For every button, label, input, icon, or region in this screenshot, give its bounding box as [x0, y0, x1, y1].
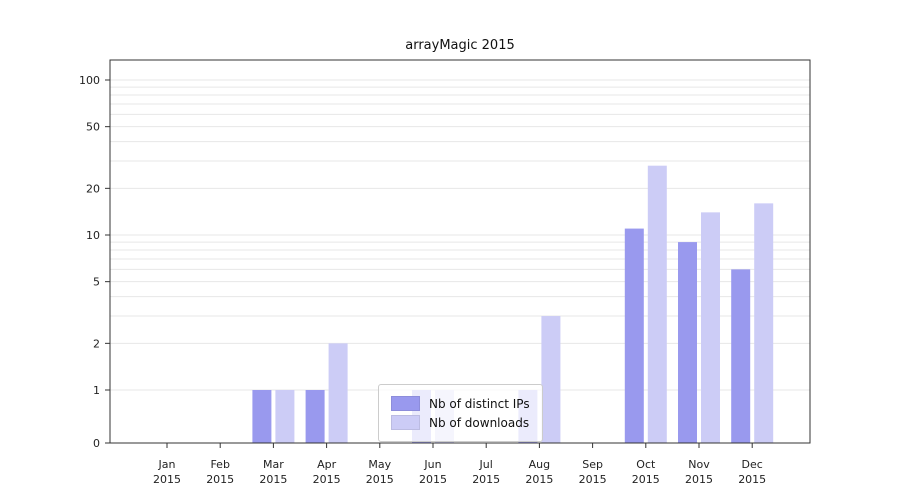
x-tick-label-month: May — [368, 458, 391, 471]
x-tick-label-month: Dec — [742, 458, 763, 471]
x-tick-label-year: 2015 — [579, 473, 607, 486]
bar-distinct-ips-mar — [252, 390, 272, 443]
legend-item-distinct-ips: Nb of distinct IPs — [391, 396, 530, 411]
x-tick-label-year: 2015 — [366, 473, 394, 486]
legend-item-downloads: Nb of downloads — [391, 415, 530, 430]
bar-downloads-oct — [647, 165, 667, 444]
x-tick-label-month: Nov — [688, 458, 710, 471]
legend-label-downloads: Nb of downloads — [429, 415, 530, 430]
y-tick-label: 20 — [86, 182, 100, 195]
bar-downloads-dec — [754, 203, 774, 443]
bar-distinct-ips-dec — [731, 269, 751, 443]
x-tick-label-month: Oct — [636, 458, 656, 471]
legend-swatch-distinct-ips — [391, 396, 420, 411]
chart-title: arrayMagic 2015 — [405, 38, 515, 53]
x-tick-label-year: 2015 — [738, 473, 766, 486]
x-tick-label-month: Mar — [263, 458, 284, 471]
x-tick-label-month: Jun — [423, 458, 441, 471]
y-tick-label: 2 — [93, 337, 100, 350]
x-tick-label-year: 2015 — [259, 473, 287, 486]
y-tick-label: 1 — [93, 384, 100, 397]
x-tick-label-month: Aug — [529, 458, 550, 471]
x-tick-label-month: Apr — [317, 458, 337, 471]
bar-distinct-ips-oct — [624, 228, 644, 443]
x-tick-label-year: 2015 — [419, 473, 447, 486]
y-tick-label: 50 — [86, 121, 100, 134]
bar-downloads-apr — [328, 343, 348, 443]
bar-downloads-aug — [541, 316, 561, 443]
x-tick-label-year: 2015 — [206, 473, 234, 486]
x-tick-label-month: Jan — [158, 458, 176, 471]
y-tick-label: 0 — [93, 437, 100, 450]
y-tick-label: 100 — [79, 74, 100, 87]
legend: Nb of distinct IPs Nb of downloads — [378, 384, 543, 442]
x-tick-label-month: Sep — [582, 458, 603, 471]
x-tick-label-year: 2015 — [153, 473, 181, 486]
x-tick-label-year: 2015 — [525, 473, 553, 486]
y-tick-label: 10 — [86, 229, 100, 242]
legend-label-distinct-ips: Nb of distinct IPs — [429, 396, 530, 411]
x-tick-label-year: 2015 — [313, 473, 341, 486]
bar-downloads-mar — [275, 390, 295, 443]
bar-distinct-ips-apr — [305, 390, 325, 443]
x-tick-label-year: 2015 — [632, 473, 660, 486]
x-tick-label-year: 2015 — [472, 473, 500, 486]
x-tick-label-month: Feb — [210, 458, 229, 471]
bar-distinct-ips-nov — [678, 242, 697, 443]
y-tick-label: 5 — [93, 276, 100, 289]
legend-swatch-downloads — [391, 415, 420, 430]
x-tick-label-year: 2015 — [685, 473, 713, 486]
plot-frame — [109, 59, 811, 444]
x-tick-label-month: Jul — [479, 458, 493, 471]
bar-downloads-nov — [701, 212, 720, 443]
